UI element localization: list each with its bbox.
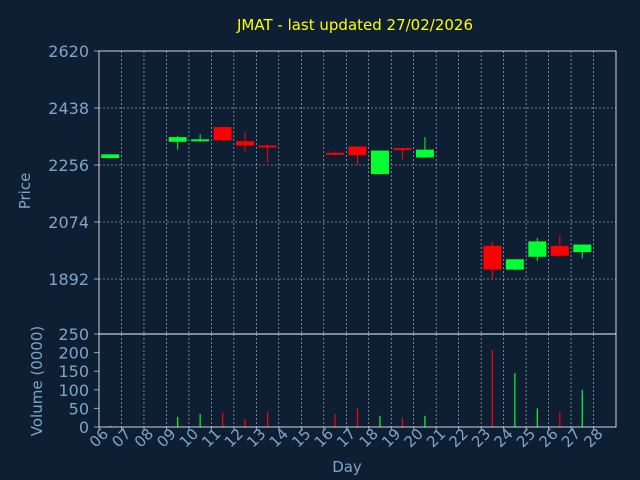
price-tick-labels: 2620 2438 2256 2074 1892 <box>48 42 99 289</box>
candle-body-25 <box>528 241 547 257</box>
candle-body-13 <box>258 145 277 148</box>
candle-body-12 <box>236 141 255 146</box>
price-tick-label: 1892 <box>48 270 89 289</box>
candle-body-11 <box>213 127 232 141</box>
price-axis-label: Price <box>16 173 34 210</box>
volume-tick-label: 150 <box>58 362 89 381</box>
volume-tick-label: 0 <box>79 418 89 437</box>
x-axis-label: Day <box>332 458 362 476</box>
price-tick-label: 2620 <box>48 42 89 61</box>
candle-body-26 <box>550 245 569 256</box>
price-tick-label: 2256 <box>48 156 89 175</box>
candles <box>101 126 592 279</box>
candle-body-24 <box>505 259 524 270</box>
volume-panel-frame <box>98 333 617 428</box>
volume-tick-label: 50 <box>69 399 89 418</box>
candle-body-10 <box>191 139 210 142</box>
volume-axis-label: Volume (0000) <box>28 326 46 436</box>
price-tick-label: 2074 <box>48 213 89 232</box>
day-tick-label: 28 <box>580 425 606 451</box>
candle-body-17 <box>348 146 367 156</box>
volume-tick-label: 100 <box>58 381 89 400</box>
candle-body-09 <box>168 137 187 142</box>
candle-body-18 <box>370 150 389 175</box>
volume-tick-label: 250 <box>58 325 89 344</box>
volume-bars <box>109 349 583 427</box>
candle-body-16 <box>326 152 345 155</box>
candle-body-06 <box>101 154 120 159</box>
volume-tick-label: 200 <box>58 344 89 363</box>
chart-title: JMAT - last updated 27/02/2026 <box>236 16 473 34</box>
grid-lines <box>99 51 616 427</box>
candle-body-20 <box>415 149 434 158</box>
price-tick-label: 2438 <box>48 99 89 118</box>
candle-body-23 <box>483 245 502 270</box>
price-panel-frame <box>98 50 617 335</box>
day-tick-labels: 0607080910111213141516171819202122232425… <box>86 425 607 451</box>
candle-body-19 <box>393 148 412 151</box>
candle-body-27 <box>573 244 592 253</box>
